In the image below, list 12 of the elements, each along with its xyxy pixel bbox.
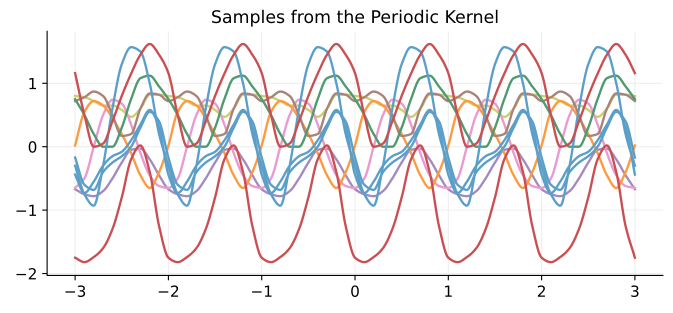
x-tick-label: −1 <box>252 286 272 297</box>
y-tick-label: 1 <box>29 78 36 90</box>
chart-title: Samples from the Periodic Kernel <box>212 10 498 27</box>
x-tick-label: 2 <box>538 285 545 297</box>
x-tick-label: −2 <box>158 285 178 297</box>
x-tick-label: −3 <box>65 285 86 297</box>
x-tick-label: 1 <box>445 286 452 297</box>
x-tick-label: 3 <box>631 285 639 297</box>
y-tick-label: −1 <box>16 204 36 216</box>
y-tick-label: 0 <box>28 141 36 153</box>
y-tick-label: −2 <box>16 268 36 280</box>
x-tick-label: 0 <box>351 285 359 297</box>
